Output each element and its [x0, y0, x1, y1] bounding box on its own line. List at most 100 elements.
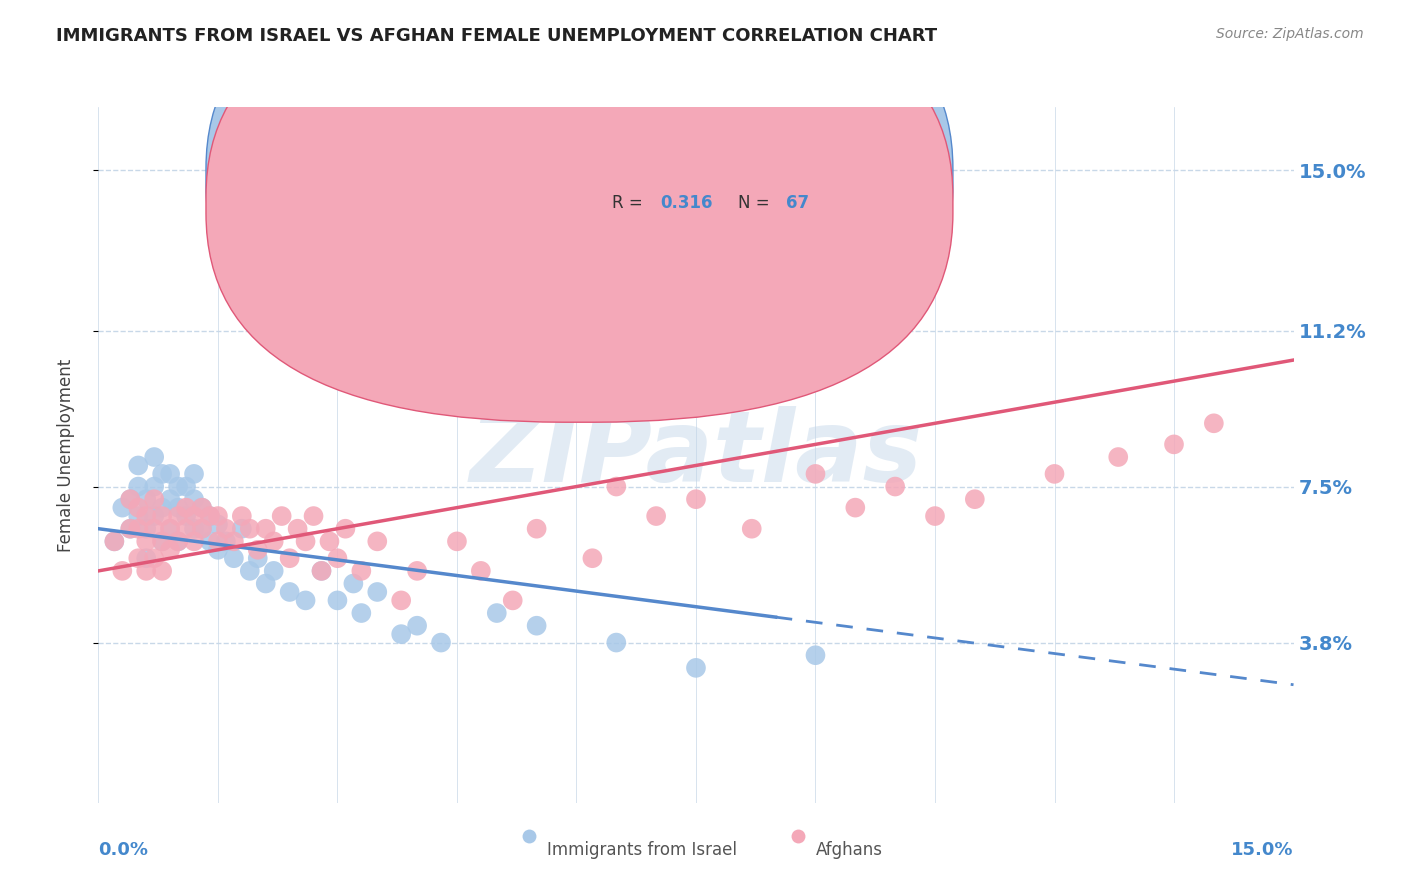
Point — [135, 551, 157, 566]
Point — [389, 627, 412, 641]
Point — [183, 492, 205, 507]
Point — [120, 492, 142, 507]
Point — [335, 522, 357, 536]
Point — [924, 509, 946, 524]
Text: R =: R = — [613, 166, 648, 185]
Point — [963, 492, 986, 507]
Point — [174, 509, 197, 524]
Text: R =: R = — [613, 194, 648, 212]
Text: ZIPatlas: ZIPatlas — [470, 407, 922, 503]
Point — [143, 479, 166, 493]
Point — [294, 593, 316, 607]
Point — [222, 534, 245, 549]
Point — [167, 479, 190, 493]
Point — [581, 551, 603, 566]
Point — [406, 618, 429, 632]
Point — [135, 509, 157, 524]
Point — [502, 593, 524, 607]
Point — [294, 534, 316, 549]
Point — [263, 564, 285, 578]
Point — [1163, 437, 1185, 451]
Point — [526, 522, 548, 536]
Point — [150, 467, 173, 481]
Point — [191, 500, 214, 515]
Point — [804, 467, 827, 481]
Point — [111, 564, 134, 578]
Point — [231, 522, 253, 536]
Point — [127, 479, 149, 493]
Point — [103, 534, 125, 549]
Point — [159, 522, 181, 536]
Text: 0.0%: 0.0% — [98, 841, 149, 859]
Point — [135, 564, 157, 578]
Point — [263, 227, 285, 241]
Point — [127, 551, 149, 566]
Point — [326, 593, 349, 607]
Point — [470, 564, 492, 578]
Point — [150, 564, 173, 578]
Point — [430, 635, 453, 649]
Point — [183, 467, 205, 481]
Point — [167, 509, 190, 524]
Point — [884, 479, 907, 493]
Point — [366, 585, 388, 599]
Point — [215, 534, 238, 549]
Point — [215, 522, 238, 536]
FancyBboxPatch shape — [541, 149, 876, 232]
Point — [150, 500, 173, 515]
Point — [239, 564, 262, 578]
Point — [685, 661, 707, 675]
Text: IMMIGRANTS FROM ISRAEL VS AFGHAN FEMALE UNEMPLOYMENT CORRELATION CHART: IMMIGRANTS FROM ISRAEL VS AFGHAN FEMALE … — [56, 27, 938, 45]
Point — [207, 517, 229, 532]
Point — [159, 522, 181, 536]
Point — [311, 564, 333, 578]
Point — [406, 564, 429, 578]
Point — [278, 281, 301, 295]
Point — [485, 606, 508, 620]
Point — [366, 534, 388, 549]
Text: 15.0%: 15.0% — [1232, 841, 1294, 859]
Point — [135, 492, 157, 507]
Point — [120, 522, 142, 536]
Point — [350, 606, 373, 620]
Point — [150, 534, 173, 549]
Text: 67: 67 — [786, 194, 808, 212]
Point — [254, 522, 277, 536]
Point — [150, 534, 173, 549]
Point — [120, 492, 142, 507]
Point — [207, 542, 229, 557]
Point — [111, 500, 134, 515]
Point — [1043, 467, 1066, 481]
Point — [287, 522, 309, 536]
Point — [350, 564, 373, 578]
Point — [183, 534, 205, 549]
Point — [278, 551, 301, 566]
Point — [389, 593, 412, 607]
Point — [804, 648, 827, 663]
Text: -0.185: -0.185 — [661, 166, 720, 185]
Point — [174, 479, 197, 493]
Point — [844, 500, 866, 515]
Text: Afghans: Afghans — [815, 841, 883, 859]
Point — [311, 564, 333, 578]
Point — [239, 522, 262, 536]
Point — [167, 534, 190, 549]
Point — [263, 534, 285, 549]
Point — [159, 492, 181, 507]
Point — [246, 551, 269, 566]
Point — [1107, 450, 1129, 464]
Point — [143, 509, 166, 524]
Point — [198, 509, 221, 524]
Point — [254, 576, 277, 591]
Point — [342, 576, 364, 591]
Point — [207, 509, 229, 524]
Point — [605, 635, 627, 649]
Point — [605, 479, 627, 493]
Point — [191, 500, 214, 515]
Text: 55: 55 — [786, 166, 808, 185]
Point — [103, 534, 125, 549]
Point — [207, 534, 229, 549]
Point — [446, 534, 468, 549]
Point — [143, 522, 166, 536]
Point — [174, 522, 197, 536]
